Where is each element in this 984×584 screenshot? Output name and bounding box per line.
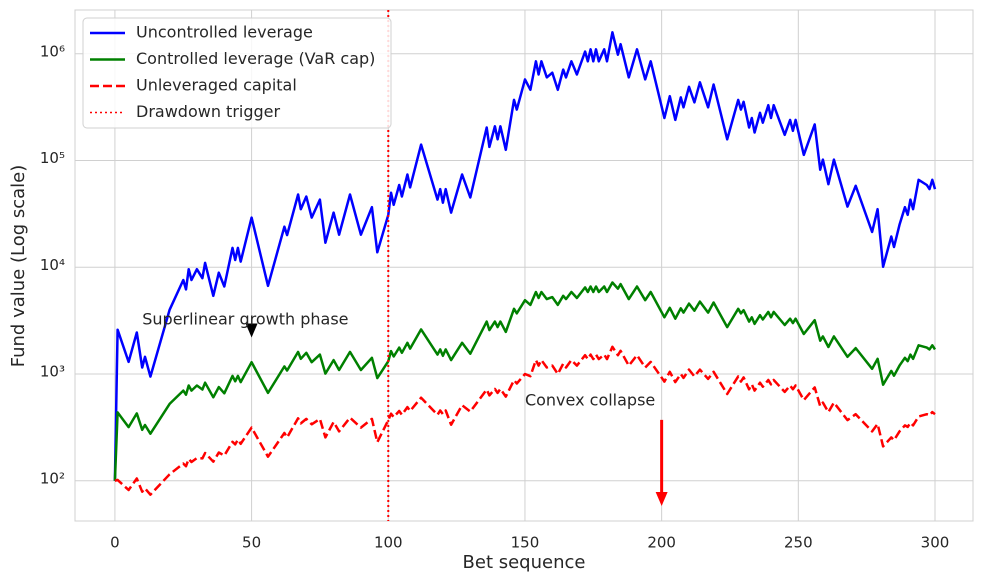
legend-label: Drawdown trigger bbox=[136, 102, 281, 121]
annotation: Convex collapse bbox=[525, 390, 655, 409]
y-tick-label: 10³ bbox=[40, 363, 65, 381]
x-tick-label: 200 bbox=[647, 534, 676, 552]
x-tick-label: 300 bbox=[921, 534, 950, 552]
x-tick-label: 50 bbox=[242, 534, 261, 552]
legend-label: Uncontrolled leverage bbox=[136, 23, 313, 42]
series-line bbox=[113, 31, 937, 481]
series-line bbox=[114, 345, 936, 496]
plot-area bbox=[113, 31, 937, 496]
y-tick-label: 10⁵ bbox=[40, 149, 65, 167]
annotation: Superlinear growth phase bbox=[142, 310, 348, 329]
x-tick-label: 0 bbox=[110, 534, 120, 552]
y-tick-label: 10⁴ bbox=[40, 256, 65, 274]
x-tick-label: 150 bbox=[511, 534, 540, 552]
legend-label: Unleveraged capital bbox=[136, 76, 297, 95]
y-tick-label: 10⁶ bbox=[40, 42, 65, 60]
legend bbox=[82, 17, 392, 129]
x-tick-label: 100 bbox=[374, 534, 403, 552]
plot-frame bbox=[74, 9, 974, 522]
y-axis-label: Fund value (Log scale) bbox=[8, 165, 29, 368]
annotation-arrow-head bbox=[245, 323, 258, 338]
x-axis-label: Bet sequence bbox=[463, 552, 586, 573]
y-tick-label: 10² bbox=[40, 469, 65, 487]
annotation-arrow-head bbox=[655, 492, 668, 507]
legend-label: Controlled leverage (VaR cap) bbox=[136, 49, 375, 68]
x-tick-label: 250 bbox=[784, 534, 813, 552]
series-line bbox=[113, 281, 937, 481]
